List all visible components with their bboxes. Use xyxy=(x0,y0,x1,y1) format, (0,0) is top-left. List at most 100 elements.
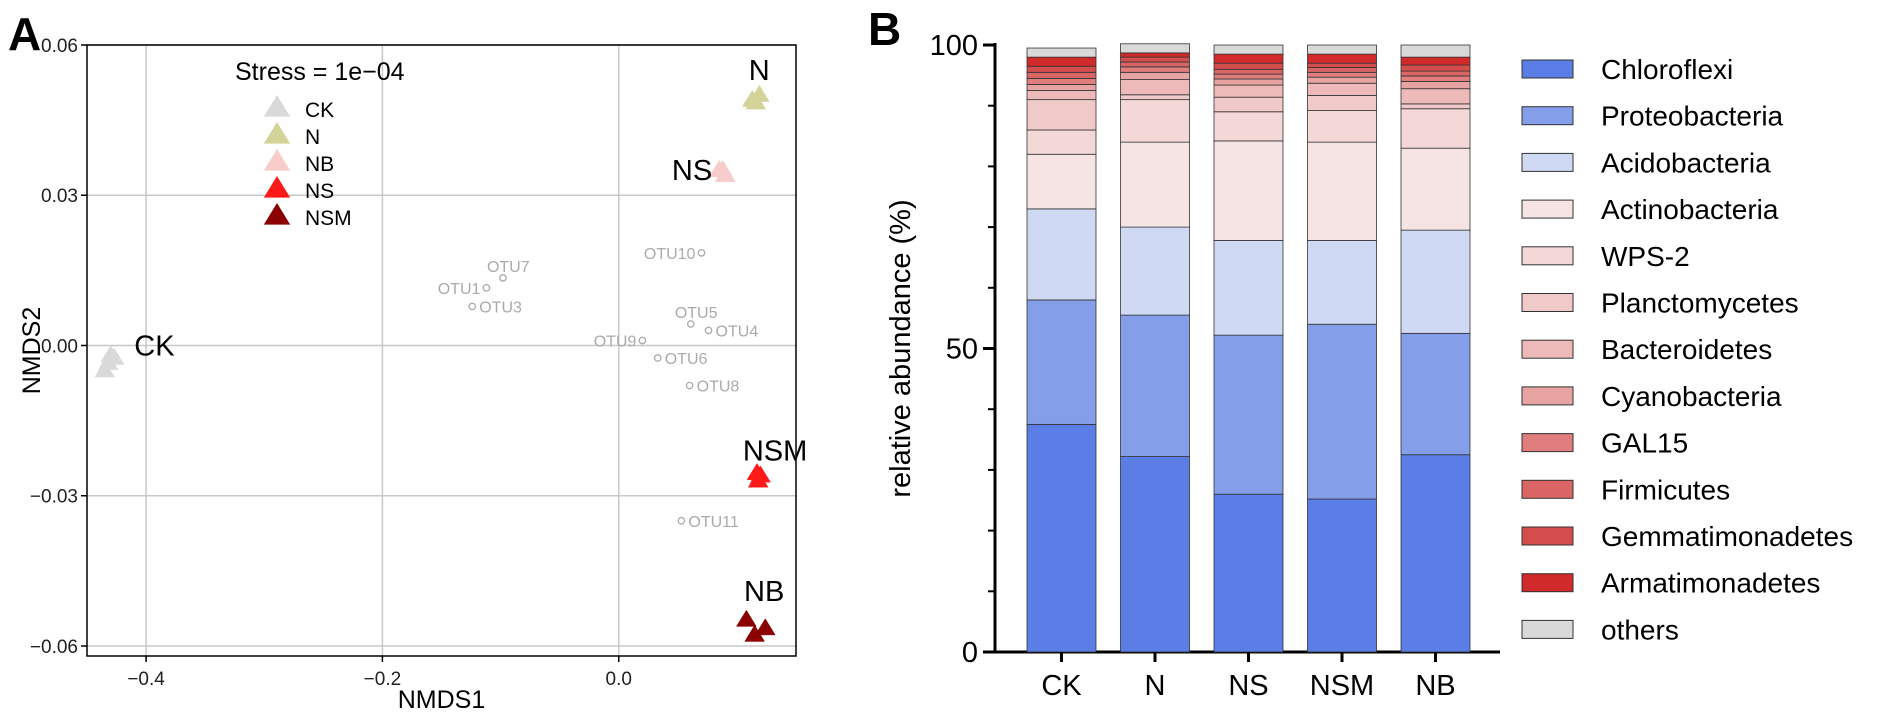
bar-segment-chloroflexi xyxy=(1026,423,1097,653)
legend-label-cyanobacteria: Cyanobacteria xyxy=(1601,381,1782,412)
legend-label-gemmatimonadetes: Gemmatimonadetes xyxy=(1601,521,1853,552)
legend-label-others: others xyxy=(1601,614,1679,645)
bar-segment-cyanobacteria xyxy=(1400,81,1471,90)
legend-marker-nb xyxy=(263,149,291,171)
bar-segment-gemmatimonadetes xyxy=(1400,64,1471,72)
legend-label-wps-2: WPS-2 xyxy=(1601,241,1690,272)
x-tick-label: −0.2 xyxy=(364,669,402,690)
bar-segment-acidobacteria xyxy=(1120,226,1190,316)
otu-label: OTU10 xyxy=(644,246,696,263)
otu-point xyxy=(653,354,662,362)
x-tick-label: 0.0 xyxy=(606,669,632,690)
bar-segment-chloroflexi xyxy=(1400,454,1471,653)
legend-swatch-cyanobacteria xyxy=(1521,386,1574,406)
y-tick-label: 50 xyxy=(946,334,978,366)
legend-swatch-chloroflexi xyxy=(1521,59,1574,79)
group-label-ns: NS xyxy=(672,155,712,187)
bar-segment-wps-2 xyxy=(1120,99,1190,143)
bar-segment-gal15 xyxy=(1307,71,1377,78)
legend-swatch-acidobacteria xyxy=(1521,152,1574,172)
bar-segment-armatimonadetes xyxy=(1307,53,1377,64)
sample-marker-nb xyxy=(744,624,765,642)
bar-segment-bacteroidetes xyxy=(1213,84,1284,98)
bar-segment-others xyxy=(1307,44,1377,55)
x-axis-title: NMDS1 xyxy=(398,686,486,714)
legend-swatch-gemmatimonadetes xyxy=(1521,526,1574,546)
group-label-n: N xyxy=(749,55,770,87)
group-label-nb: NB xyxy=(744,576,784,608)
legend-label-bacteroidetes: Bacteroidetes xyxy=(1601,334,1772,365)
bar-segment-wps-2 xyxy=(1307,110,1377,143)
bar-segment-chloroflexi xyxy=(1120,456,1190,653)
x-tick-label: NSM xyxy=(1310,670,1374,702)
y-tick-label: 0.03 xyxy=(41,186,78,207)
legend-swatch-planctomycetes xyxy=(1521,293,1574,312)
bar-segment-proteobacteria xyxy=(1026,299,1097,425)
otu-label: OTU11 xyxy=(688,514,738,531)
otu-label: OTU1 xyxy=(438,281,481,298)
bar-segment-gal15 xyxy=(1026,77,1097,85)
legend-label-ck: CK xyxy=(305,99,334,122)
bar-segment-planctomycetes xyxy=(1213,96,1284,113)
bar-segment-planctomycetes xyxy=(1400,103,1471,110)
otu-label: OTU8 xyxy=(697,379,740,396)
bar-segment-gemmatimonadetes xyxy=(1213,62,1284,70)
bar-segment-gal15 xyxy=(1400,75,1471,82)
bar-segment-cyanobacteria xyxy=(1120,71,1190,80)
legend-swatch-gal15 xyxy=(1521,433,1574,453)
otu-point xyxy=(482,284,491,292)
bar-segment-cyanobacteria xyxy=(1213,78,1284,86)
legend-swatch-proteobacteria xyxy=(1521,106,1574,126)
bar-segment-wps-2 xyxy=(1213,111,1284,142)
legend-swatch-wps-2 xyxy=(1521,246,1574,266)
legend-marker-n xyxy=(263,122,291,144)
otu-point xyxy=(686,320,695,328)
bar-segment-armatimonadetes xyxy=(1026,56,1097,67)
x-tick-label: −0.4 xyxy=(127,669,165,690)
legend-swatch-actinobacteria xyxy=(1521,199,1574,219)
otu-label: OTU4 xyxy=(716,323,759,340)
bar-segment-firmicutes xyxy=(1400,70,1471,77)
bar-segment-armatimonadetes xyxy=(1400,56,1471,66)
bar-segment-proteobacteria xyxy=(1400,332,1471,456)
bar-segment-others xyxy=(1213,44,1284,55)
otu-label: OTU7 xyxy=(487,259,530,276)
bar-segment-proteobacteria xyxy=(1120,314,1190,457)
otu-label: OTU3 xyxy=(479,299,522,316)
group-label-ck: CK xyxy=(134,330,175,362)
x-tick-label: NB xyxy=(1415,670,1455,702)
x-tick-label: NS xyxy=(1228,670,1268,702)
group-label-nsm: NSM xyxy=(743,436,807,468)
legend-label-planctomycetes: Planctomycetes xyxy=(1601,288,1799,319)
bar-segment-gemmatimonadetes xyxy=(1120,56,1190,63)
sample-marker-nsm xyxy=(747,470,769,488)
bar-segment-cyanobacteria xyxy=(1026,84,1097,91)
legend-label-nsm: NSM xyxy=(305,207,352,230)
legend-marker-ns xyxy=(263,176,291,198)
sample-marker-ns xyxy=(712,160,734,177)
bar-segment-planctomycetes xyxy=(1026,99,1097,131)
bar-segment-chloroflexi xyxy=(1213,493,1284,653)
otu-label: OTU6 xyxy=(665,351,708,368)
otu-label: OTU5 xyxy=(675,305,718,322)
bar-segment-proteobacteria xyxy=(1213,334,1284,495)
legend-marker-ck xyxy=(263,95,291,117)
sample-marker-nb xyxy=(754,618,776,636)
bar-segment-actinobacteria xyxy=(1400,147,1471,231)
bar-segment-actinobacteria xyxy=(1213,140,1284,241)
legend-label-armatimonadetes: Armatimonadetes xyxy=(1601,568,1820,599)
bar-segment-armatimonadetes xyxy=(1213,53,1284,64)
sample-marker-ck xyxy=(100,345,121,363)
bar-segment-gal15 xyxy=(1120,66,1190,73)
otu-point xyxy=(685,381,694,390)
bar-segment-gemmatimonadetes xyxy=(1307,62,1377,68)
y-axis-title: relative abundance (%) xyxy=(885,199,917,497)
bar-segment-wps-2 xyxy=(1400,108,1471,149)
y-tick-label: −0.03 xyxy=(30,487,78,508)
bar-segment-proteobacteria xyxy=(1307,323,1377,500)
x-tick-label: CK xyxy=(1041,670,1082,702)
bar-segment-armatimonadetes xyxy=(1120,52,1190,58)
bar-segment-bacteroidetes xyxy=(1307,82,1377,96)
legend-swatch-bacteroidetes xyxy=(1521,339,1574,359)
bar-segment-acidobacteria xyxy=(1213,240,1284,336)
